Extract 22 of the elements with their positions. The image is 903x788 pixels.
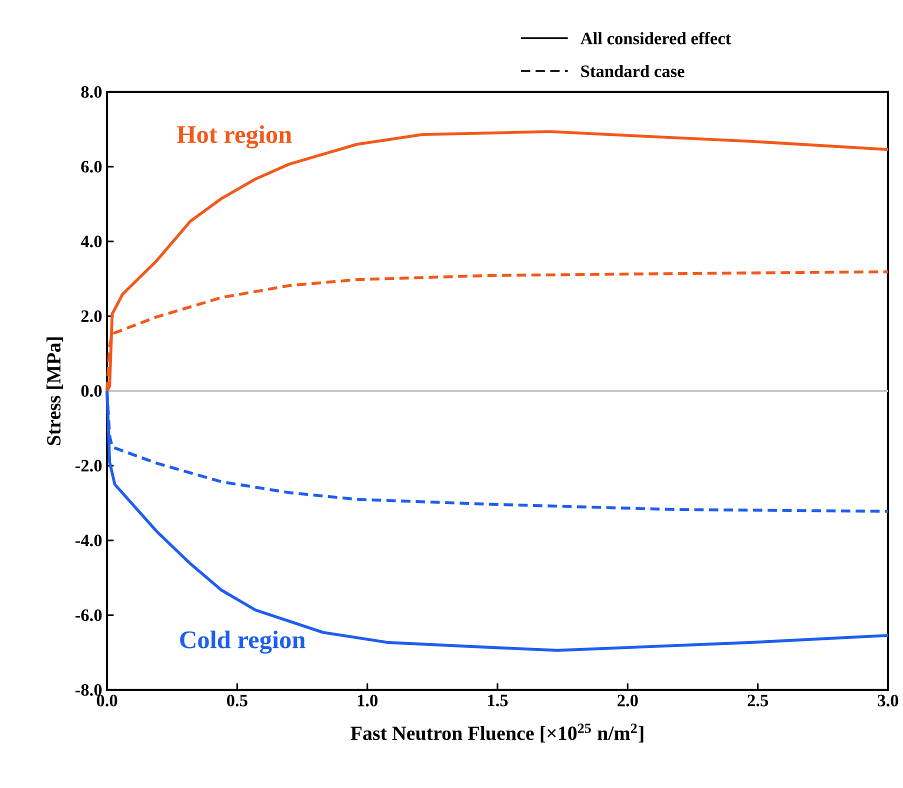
text: All considered effect xyxy=(580,32,732,44)
y-tick-label: 4.0 xyxy=(80,236,102,248)
annotation: Cold region xyxy=(180,630,306,654)
x-tick-label: 1.5 xyxy=(488,694,508,706)
y-axis-title: Stress [MPa] xyxy=(46,337,64,445)
y-tick-label: -6.0 xyxy=(75,609,102,622)
y-tick-label: -8.0 xyxy=(75,684,102,696)
y-tick-label: 0.0 xyxy=(81,385,102,397)
y-tick-label: -2.0 xyxy=(75,460,102,472)
x-tick-label: 2.0 xyxy=(618,694,638,706)
x-axis-title: Fast Neutron Fluence [×10$^{25}$ n/m$^{2}$] xyxy=(350,724,644,743)
x-tick-label: 1.0 xyxy=(358,694,378,706)
y-tick-label: 2.0 xyxy=(81,310,102,322)
x-tick-label: 3.0 xyxy=(878,694,898,706)
x-tick-label: 0.5 xyxy=(227,694,248,706)
text: Standard case xyxy=(581,64,684,78)
annotation: Hot region xyxy=(176,125,292,148)
y-tick-label: 8.0 xyxy=(81,86,102,98)
x-tick-label: 0.0 xyxy=(96,694,118,706)
x-tick-label: 2.5 xyxy=(748,694,768,706)
y-tick-label: 6.0 xyxy=(81,160,102,173)
y-tick-label: -4.0 xyxy=(75,534,102,546)
